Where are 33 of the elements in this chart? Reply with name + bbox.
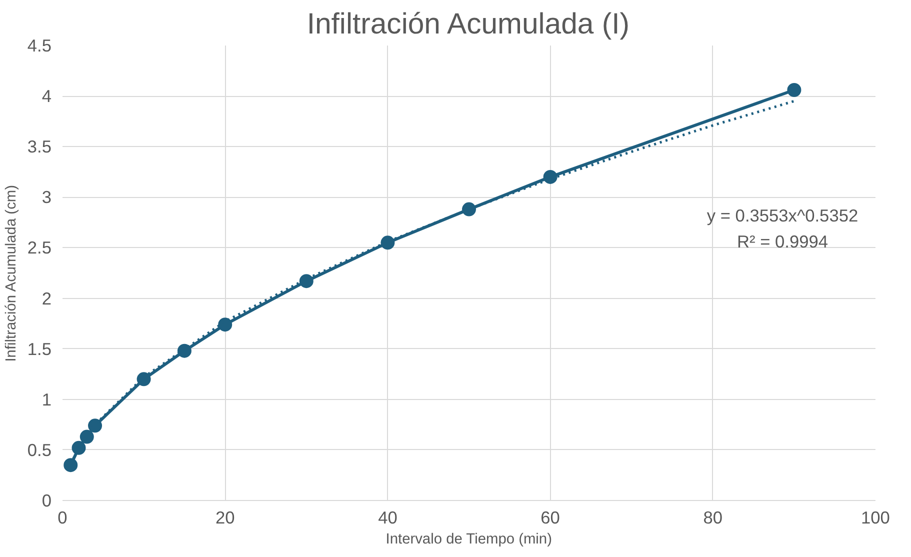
x-tick-label: 80 <box>703 508 723 528</box>
point <box>787 83 802 97</box>
y-tick-label: 2 <box>42 288 52 308</box>
point <box>136 372 151 386</box>
x-tick-label: 0 <box>58 508 68 528</box>
y-axis-title: Infiltración Acumulada (cm) <box>3 185 20 362</box>
x-tick-label: 20 <box>215 508 235 528</box>
x-axis-title: Intervalo de Tiempo (min) <box>386 532 552 548</box>
annotation: R² = 0.9994 <box>736 232 828 252</box>
point <box>380 236 395 250</box>
point <box>299 274 314 288</box>
point <box>88 418 102 433</box>
point <box>177 344 192 358</box>
point <box>543 170 558 184</box>
point <box>64 458 78 472</box>
y-tick-label: 3.5 <box>27 136 52 157</box>
x-tick-label: 40 <box>378 508 398 528</box>
y-tick-label: 0.5 <box>27 440 52 460</box>
point <box>72 440 86 455</box>
y-tick-label: 4.5 <box>27 36 52 56</box>
point <box>80 430 94 444</box>
annotation: y = 0.3553x^0.5352 <box>706 206 858 226</box>
y-tick-label: 1.5 <box>27 338 52 359</box>
y-tick-label: 1 <box>42 389 52 410</box>
point <box>462 202 476 216</box>
point <box>218 318 232 332</box>
x-tick-label: 60 <box>540 508 560 528</box>
y-tick-label: 0 <box>42 490 52 510</box>
chart-title: Infiltración Acumulada (I) <box>306 8 630 40</box>
y-tick-label: 2.5 <box>27 238 52 258</box>
x-tick-label: 100 <box>861 508 890 528</box>
y-tick-label: 3 <box>42 187 52 208</box>
y-tick-label: 4 <box>42 86 52 106</box>
